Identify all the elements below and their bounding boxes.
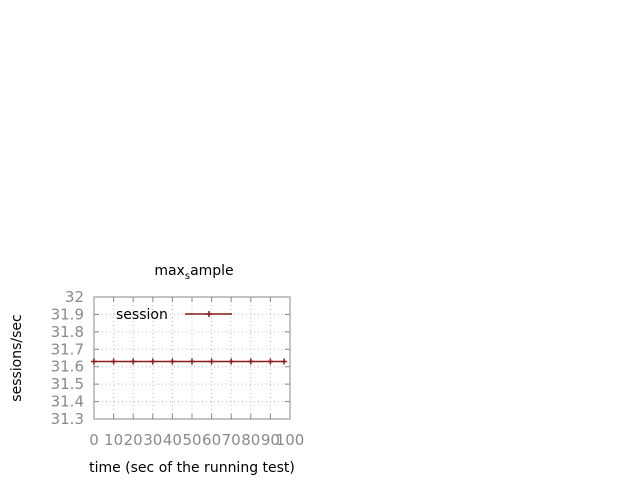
- x-tick-label: 80: [241, 431, 260, 449]
- y-tick-labels: 31.331.431.531.631.731.831.932: [51, 288, 84, 428]
- y-tick-label: 31.3: [51, 410, 84, 428]
- axis-ticks: [93, 296, 291, 420]
- x-axis-label: time (sec of the running test): [89, 460, 295, 476]
- data-point: [228, 358, 235, 365]
- y-tick-label: 31.9: [51, 305, 84, 323]
- x-tick-label: 20: [124, 431, 143, 449]
- data-point: [247, 358, 254, 365]
- x-tick-label: 30: [143, 431, 162, 449]
- data-point: [130, 358, 137, 365]
- data-point: [149, 358, 156, 365]
- data-point: [110, 358, 117, 365]
- x-tick-label: 10: [104, 431, 123, 449]
- grid: [94, 297, 290, 419]
- data-point: [189, 358, 195, 365]
- y-axis-label: sessions/sec: [9, 314, 25, 401]
- y-tick-label: 31.7: [51, 340, 84, 358]
- legend-label-session: session: [116, 307, 168, 323]
- x-tick-label: 100: [276, 431, 305, 449]
- y-tick-label: 32: [65, 288, 84, 306]
- data-point: [281, 358, 288, 365]
- series-layer: [91, 358, 288, 365]
- x-tick-label: 0: [89, 431, 99, 449]
- chart-title: maxsample: [154, 263, 233, 282]
- chart-title-main: max: [154, 263, 185, 279]
- chart-title-subscript: s: [185, 271, 190, 282]
- chart-title-rest: ample: [190, 263, 234, 279]
- data-point: [91, 358, 97, 365]
- data-point: [267, 358, 274, 365]
- data-point: [169, 358, 176, 365]
- x-tick-label: 90: [261, 431, 280, 449]
- x-tick-label: 60: [202, 431, 221, 449]
- y-tick-label: 31.5: [51, 375, 84, 393]
- y-tick-label: 31.4: [51, 393, 84, 411]
- y-tick-label: 31.8: [51, 323, 84, 341]
- x-tick-label: 40: [163, 431, 182, 449]
- legend-swatch-marker: [206, 311, 212, 317]
- y-tick-label: 31.6: [51, 358, 84, 376]
- data-point: [208, 358, 215, 365]
- x-tick-label: 50: [182, 431, 201, 449]
- x-tick-label: 70: [222, 431, 241, 449]
- legend: session: [116, 307, 232, 323]
